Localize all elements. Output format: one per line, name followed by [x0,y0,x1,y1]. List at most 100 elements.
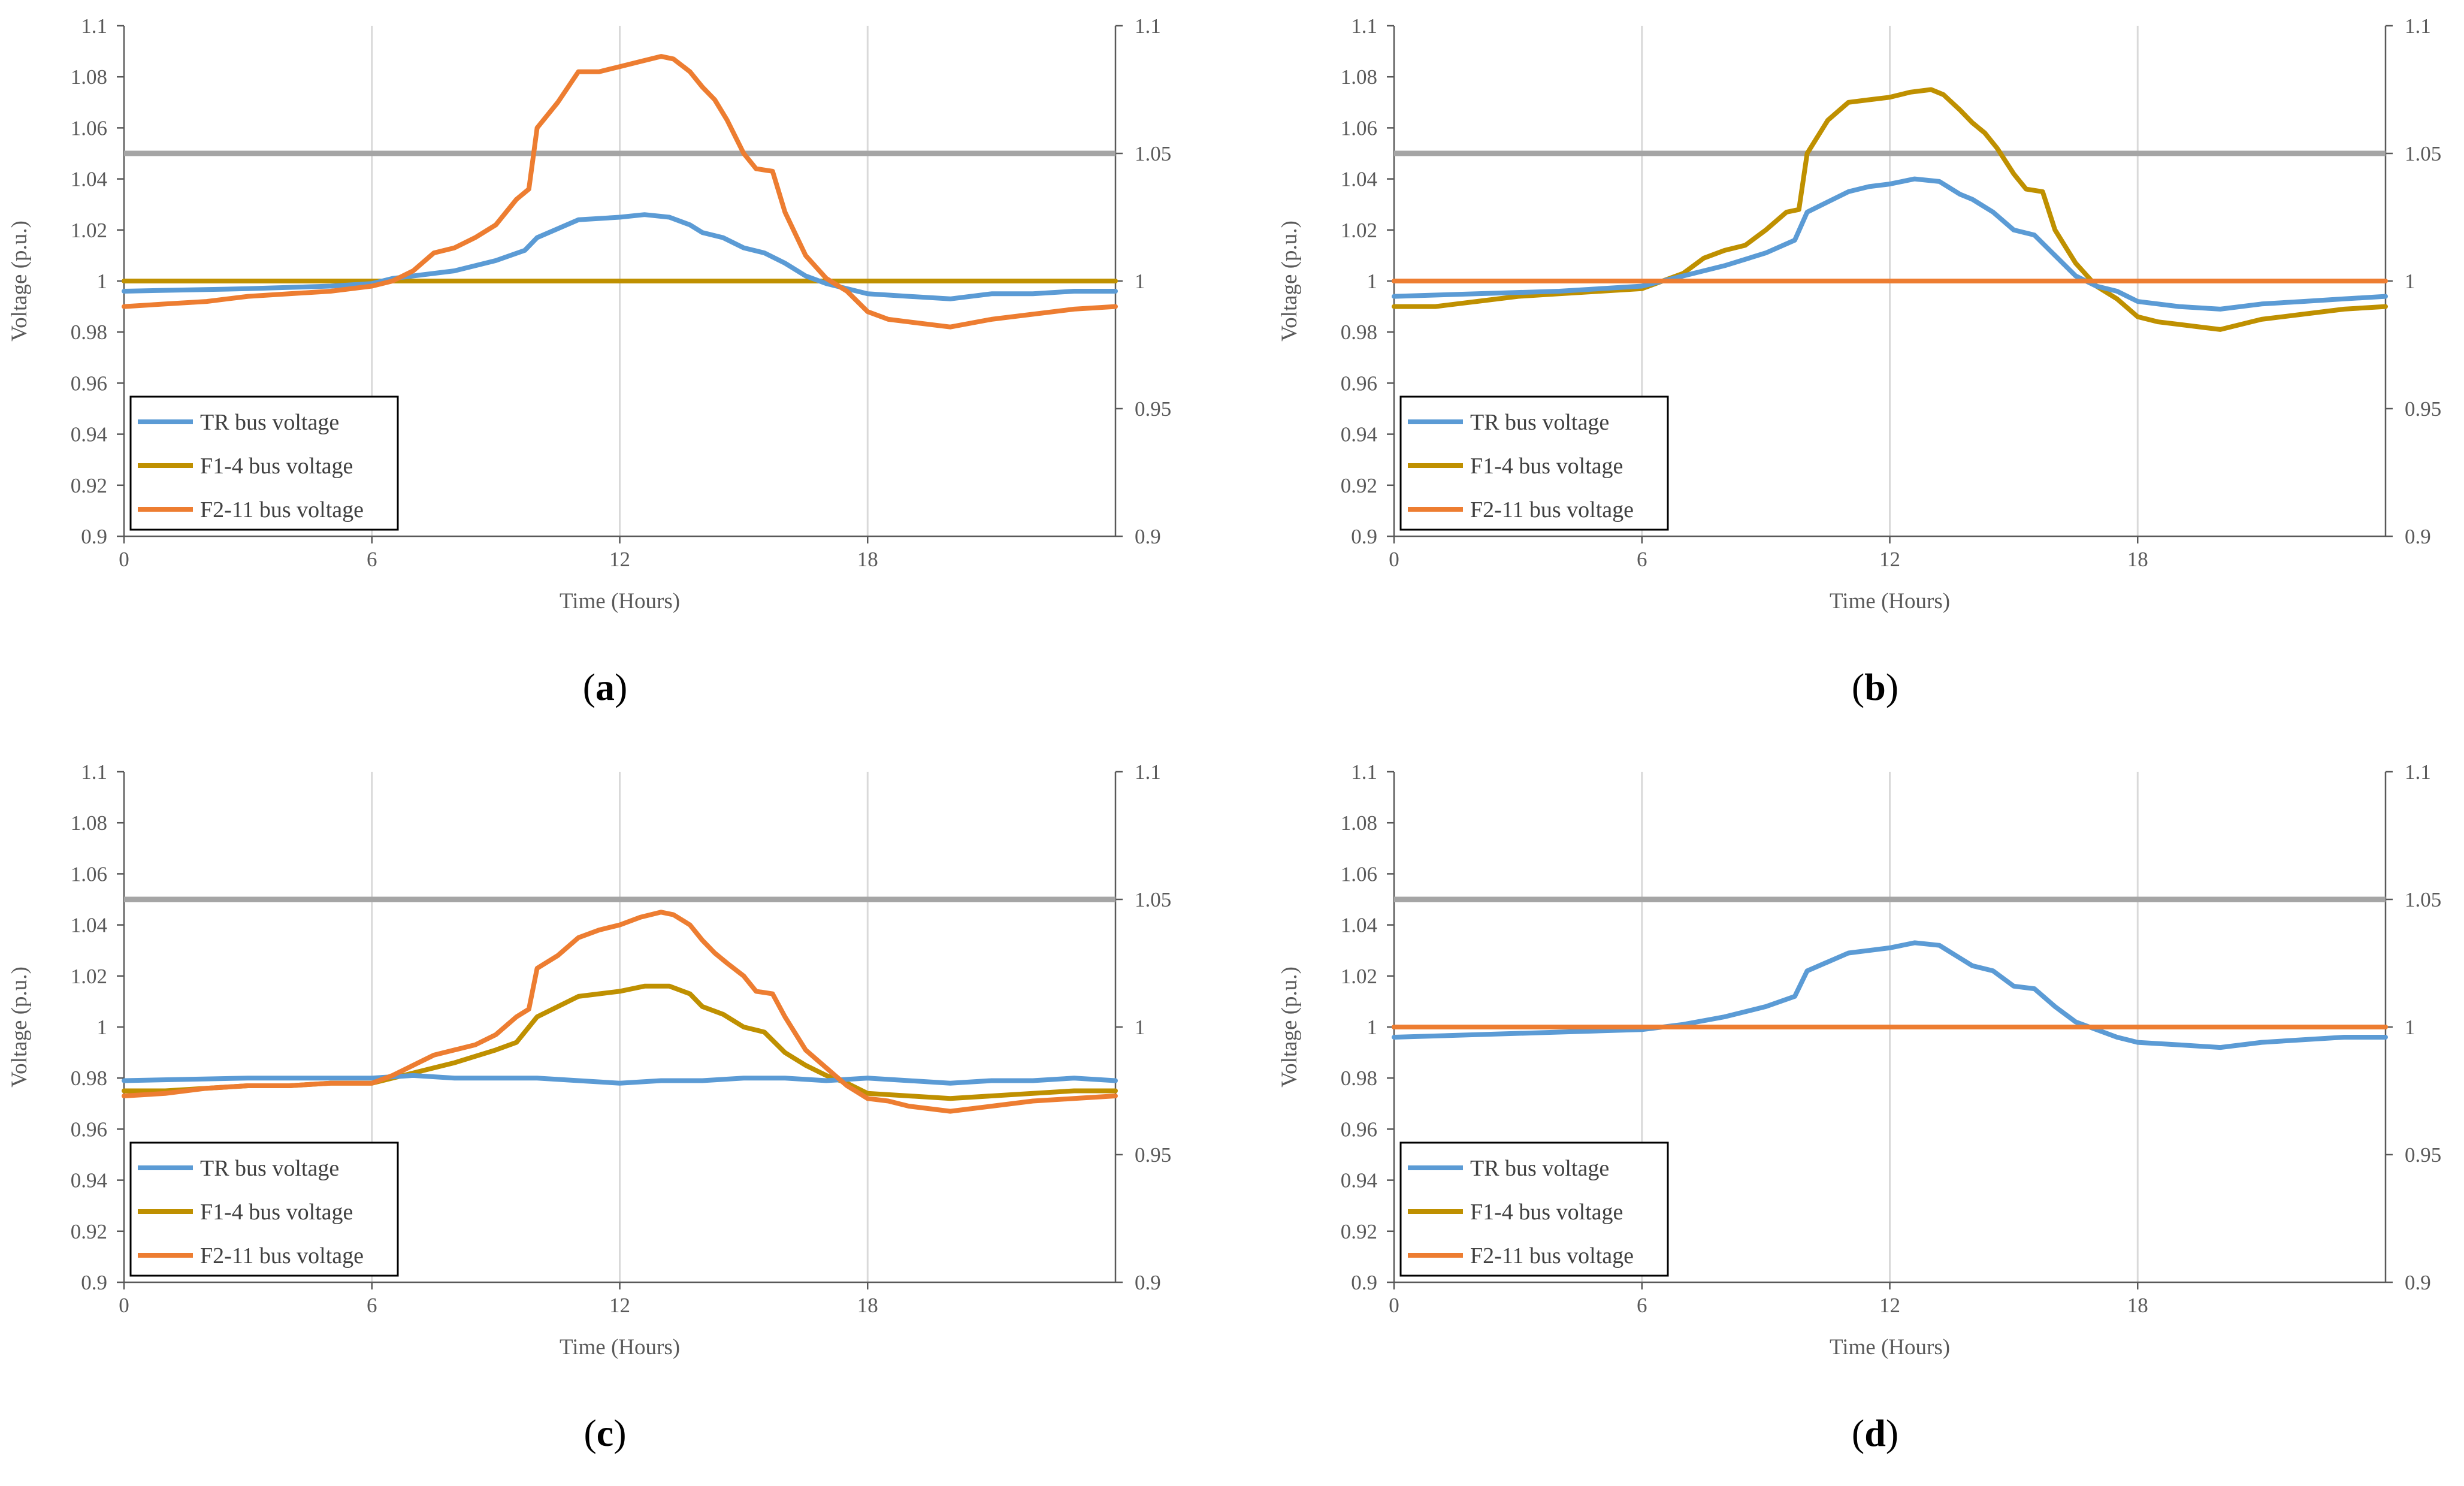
chart-svg-a: 0.90.920.940.960.9811.021.041.061.081.10… [7,14,1171,614]
y-tick-label-right: 1.05 [1135,888,1171,911]
y-tick-label-left: 0.96 [1341,372,1377,395]
series-line-f211 [122,54,1118,330]
y-tick-label-left: 0.96 [71,372,107,395]
y-tick-label-left: 1.04 [1341,168,1377,191]
y-tick-label-left: 0.98 [1341,1067,1377,1090]
y-tick-label-left: 1.08 [71,811,107,835]
y-axis-title: Voltage (p.u.) [1277,966,1302,1088]
y-tick-label-right: 0.95 [1135,397,1171,421]
x-axis-title: Time (Hours) [1830,589,1950,614]
y-tick-label-left: 0.98 [1341,321,1377,344]
y-tick-label-right: 1 [2405,1016,2415,1039]
caption-a: (a) [582,666,628,708]
y-tick-label-left: 0.94 [71,1169,107,1192]
caption-b: (b) [1851,666,1899,708]
y-tick-label-left: 1.04 [71,168,107,191]
y-tick-label-right: 0.9 [1135,1271,1161,1294]
chart-panel-b: 0.9 0.92 0.94 0.96 0.98 1 1.02 1.04 1.06 1.08 1.1 0… [1270,0,2464,740]
y-tick-label-right: 1.1 [2405,760,2431,784]
x-tick-label: 18 [857,548,878,571]
y-tick-label-left: 1.06 [71,862,107,886]
caption-d: (d) [1851,1412,1899,1454]
y-tick-label-left: 1.1 [81,760,107,784]
chart-svg-c: 0.90.920.940.960.9811.021.041.061.081.10… [7,760,1171,1360]
y-tick-label-right: 0.9 [2405,525,2431,548]
x-tick-label: 0 [1389,548,1399,571]
x-tick-label: 6 [367,548,377,571]
y-tick-label-left: 0.94 [1341,1169,1377,1192]
caption-c: (c) [584,1412,627,1454]
y-tick-label-left: 1.06 [1341,862,1377,886]
y-tick-label-left: 1 [97,1016,108,1039]
y-tick-label-left: 0.94 [71,423,107,446]
x-axis-title: Time (Hours) [560,589,680,614]
y-axis-title: Voltage (p.u.) [7,966,32,1088]
legend-label-f14: F1-4 bus voltage [1470,1200,1623,1225]
y-tick-label-left: 1 [1367,1016,1378,1039]
y-tick-label-left: 1.02 [1341,965,1377,988]
y-tick-label-left: 0.9 [1351,525,1377,548]
y-tick-label-left: 0.96 [71,1117,107,1141]
y-tick-label-right: 1.1 [1135,760,1161,784]
y-tick-label-left: 1 [1367,270,1378,293]
y-tick-label-left: 0.9 [81,1271,107,1294]
y-tick-label-left: 1.08 [71,65,107,89]
y-tick-label-left: 1.06 [71,116,107,140]
y-tick-label-left: 1.02 [1341,219,1377,242]
y-tick-label-left: 0.92 [71,474,107,497]
legend-label-tr: TR bus voltage [1470,410,1609,435]
y-tick-label-right: 1.05 [2405,142,2441,165]
chart-panel-c: 0.9 0.92 0.94 0.96 0.98 1 1.02 1.04 1.06 1.08 1.1 0… [0,746,1232,1486]
y-tick-label-right: 1.1 [2405,14,2431,38]
x-tick-label: 12 [609,1294,630,1317]
legend-label-f211: F2-11 bus voltage [200,1243,364,1268]
chart-panel-a: 0.9 0.92 0.94 0.96 0.98 1 1.02 1.04 1.06 1.08 1.1 0… [0,0,1232,740]
chart-svg-d: 0.90.920.940.960.9811.021.041.061.081.10… [1277,760,2441,1360]
legend-label-tr: TR bus voltage [1470,1156,1609,1181]
y-tick-label-right: 1 [1135,1016,1145,1039]
y-tick-label-right: 0.9 [1135,525,1161,548]
x-tick-label: 12 [1879,548,1900,571]
y-tick-label-left: 1.02 [71,219,107,242]
x-axis-title: Time (Hours) [560,1335,680,1360]
y-tick-label-left: 1.1 [1351,760,1377,784]
y-tick-label-right: 0.95 [2405,397,2441,421]
x-tick-label: 18 [2127,548,2148,571]
y-tick-label-right: 1 [2405,270,2415,293]
y-tick-label-right: 0.95 [1135,1143,1171,1167]
y-tick-label-left: 1.04 [71,914,107,937]
y-tick-label-left: 1.04 [1341,914,1377,937]
series-line-f211 [122,910,1118,1114]
y-tick-label-left: 0.98 [71,1067,107,1090]
x-tick-label: 0 [119,548,129,571]
legend-label-tr: TR bus voltage [200,1156,339,1181]
y-tick-label-right: 1.05 [2405,888,2441,911]
y-tick-label-left: 0.9 [81,525,107,548]
legend-label-f211: F2-11 bus voltage [1470,497,1634,522]
y-tick-label-right: 0.95 [2405,1143,2441,1167]
y-tick-label-left: 1.06 [1341,116,1377,140]
legend-label-f211: F2-11 bus voltage [200,497,364,522]
y-tick-label-right: 1.1 [1135,14,1161,38]
series-line-tr [1392,940,2388,1050]
y-tick-label-left: 0.94 [1341,423,1377,446]
series-line-tr [1392,176,2388,312]
x-axis-title: Time (Hours) [1830,1335,1950,1360]
y-tick-label-right: 1 [1135,270,1145,293]
legend-label-f14: F1-4 bus voltage [200,1200,353,1225]
x-tick-label: 18 [2127,1294,2148,1317]
legend-label-f211: F2-11 bus voltage [1470,1243,1634,1268]
y-tick-label-right: 1.05 [1135,142,1171,165]
x-tick-label: 12 [1879,1294,1900,1317]
chart-panel-d: 0.9 0.92 0.94 0.96 0.98 1 1.02 1.04 1.06 1.08 1.1 0… [1270,746,2464,1486]
y-tick-label-left: 0.92 [1341,474,1377,497]
y-tick-label-right: 0.9 [2405,1271,2431,1294]
chart-svg-b: 0.90.920.940.960.9811.021.041.061.081.10… [1277,14,2441,614]
legend-label-f14: F1-4 bus voltage [1470,454,1623,479]
series-line-tr [122,212,1118,301]
y-tick-label-left: 0.92 [1341,1220,1377,1243]
x-tick-label: 12 [609,548,630,571]
y-tick-label-left: 1 [97,270,108,293]
x-tick-label: 0 [119,1294,129,1317]
y-tick-label-left: 0.9 [1351,1271,1377,1294]
